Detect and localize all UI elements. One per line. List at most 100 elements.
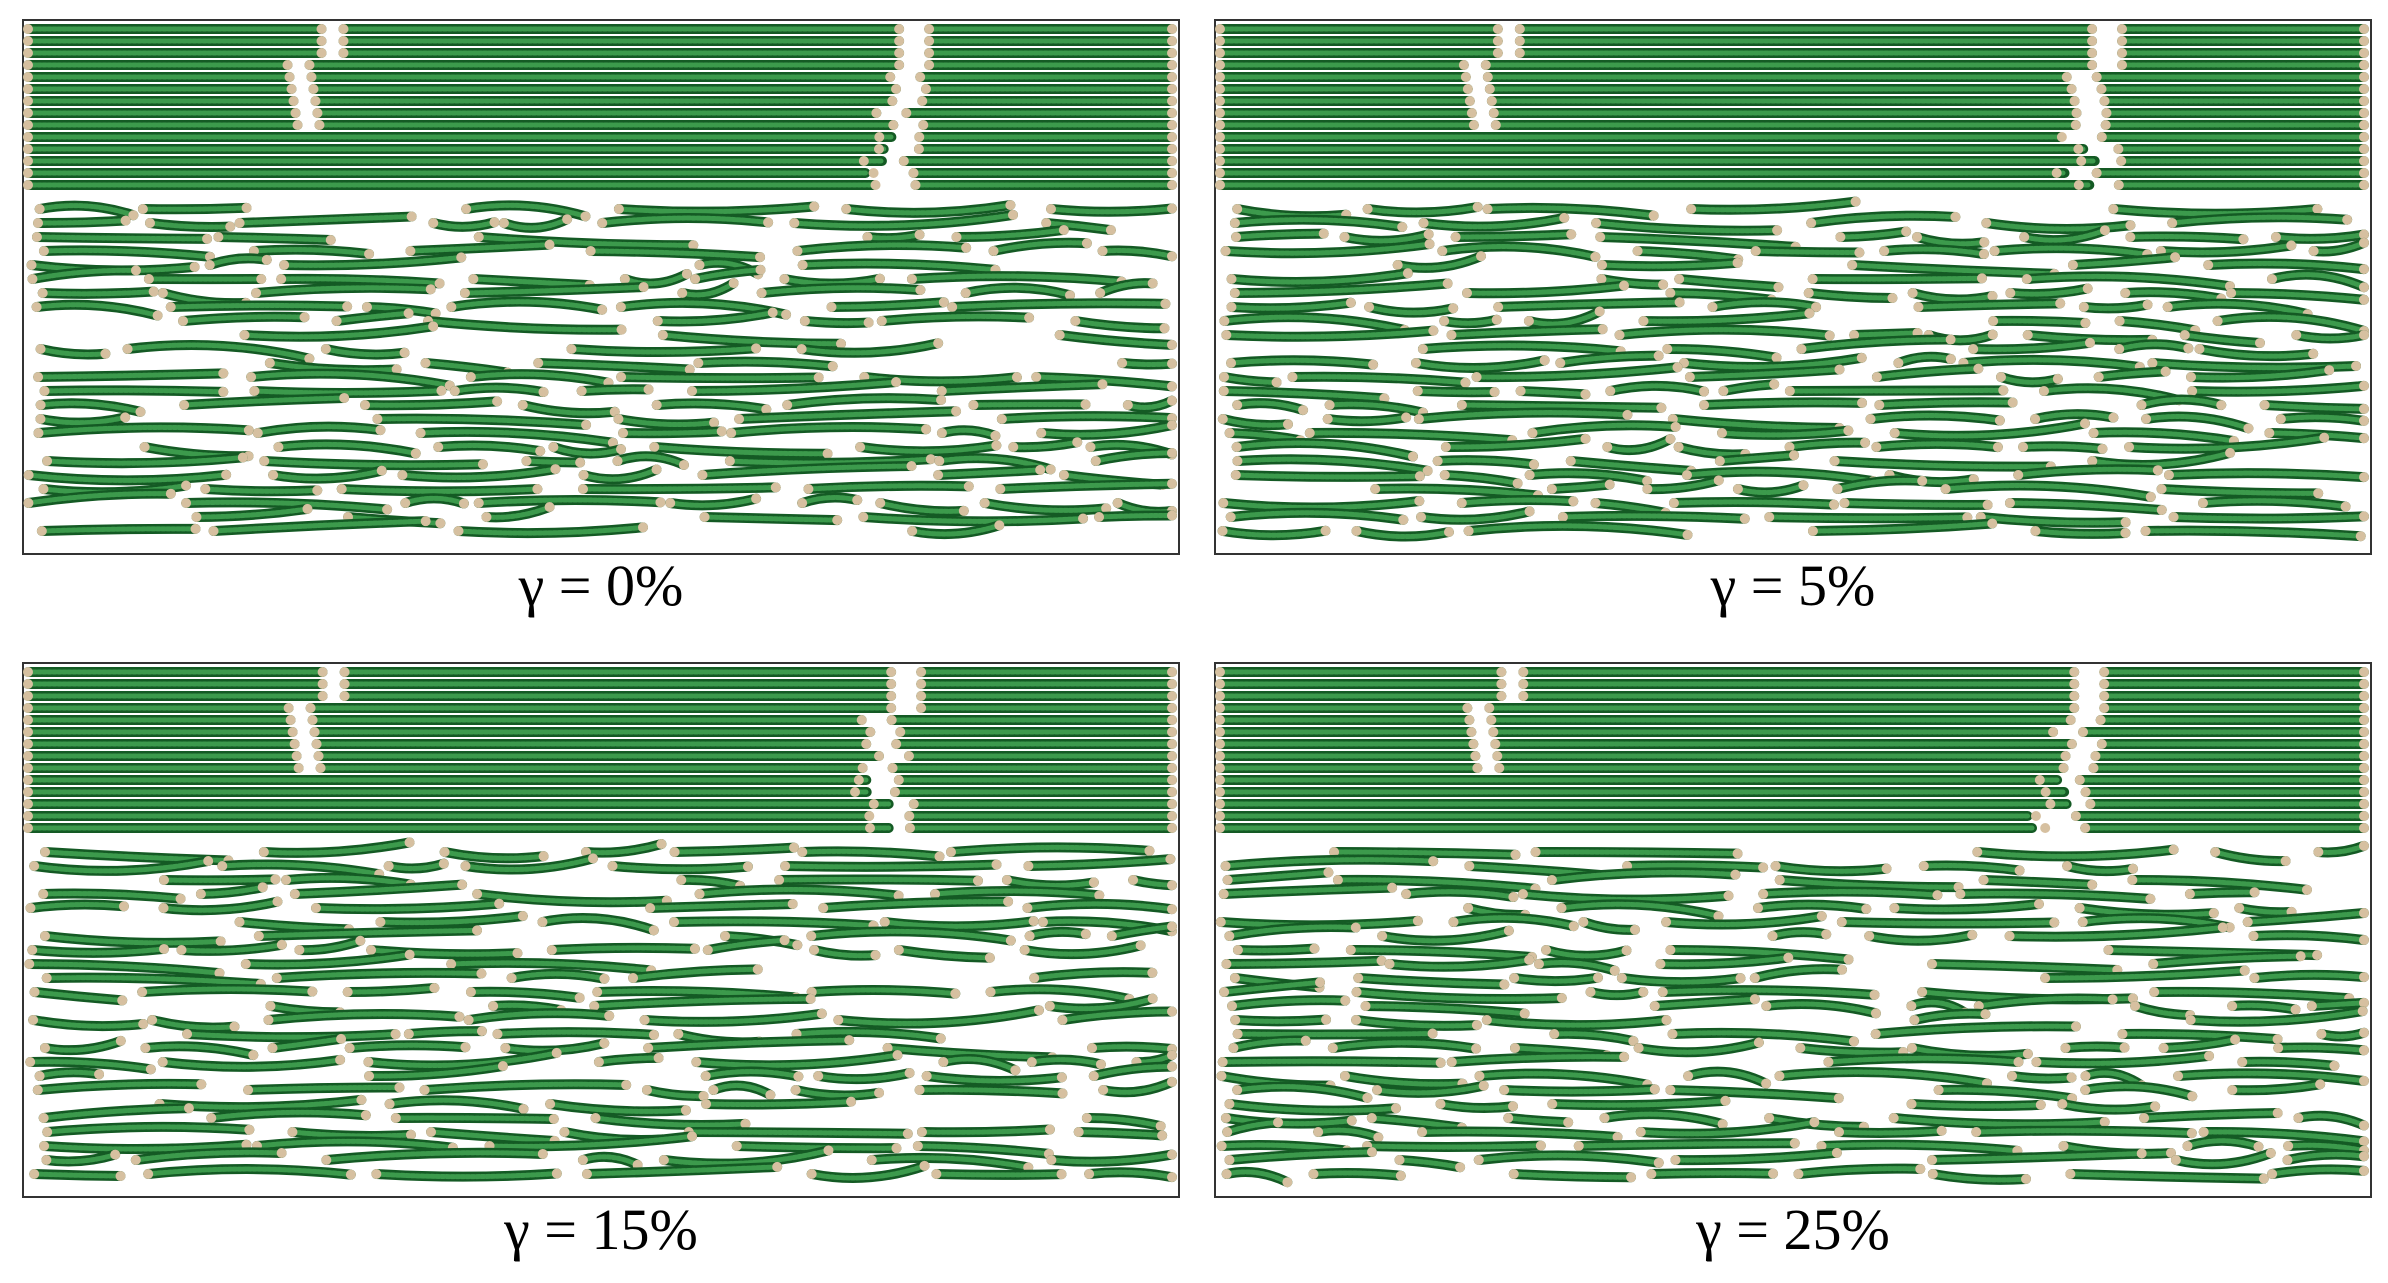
- chain-end: [1008, 442, 1019, 452]
- chain-end: [2076, 156, 2087, 166]
- chain-end: [1432, 456, 1443, 466]
- chain-end: [1568, 921, 1579, 932]
- chain-end: [1005, 935, 1016, 946]
- chain-end: [1036, 428, 1047, 438]
- chain-end: [2259, 400, 2270, 410]
- chain-end: [1165, 854, 1176, 865]
- chain-end: [1106, 931, 1117, 941]
- chain-end: [498, 218, 509, 228]
- polymer-chain-highlight: [208, 1109, 369, 1121]
- chain-end: [1003, 896, 1014, 907]
- chain-end: [1448, 303, 1459, 314]
- chain-end: [2216, 400, 2227, 411]
- chain-end: [218, 368, 229, 379]
- chain-end: [904, 751, 915, 761]
- polymer-chain-highlight: [31, 858, 211, 874]
- chain-end: [914, 1085, 925, 1095]
- chain-end: [461, 204, 472, 214]
- chain-end: [23, 108, 33, 118]
- polymer-chain-highlight: [647, 901, 796, 911]
- chain-end: [252, 428, 263, 438]
- polymer-chain-highlight: [1476, 1071, 1650, 1088]
- chain-end: [1492, 24, 1503, 34]
- polymer-chain-highlight: [374, 416, 589, 428]
- chain-end: [916, 679, 927, 689]
- chain-end: [893, 775, 904, 785]
- chain-end: [1982, 499, 1993, 510]
- chain-end: [23, 799, 33, 809]
- polymer-chain-highlight: [671, 918, 876, 929]
- chain-end: [1167, 751, 1177, 761]
- polymer-chain-highlight: [1990, 318, 2088, 326]
- chain-end: [1095, 1059, 1106, 1070]
- panel-border: [1214, 19, 2372, 555]
- chain-end: [1329, 847, 1340, 857]
- chain-end: [2359, 907, 2369, 918]
- chain-end: [1515, 386, 1526, 396]
- polymer-chain-highlight: [1086, 1169, 1175, 1180]
- chain-end: [2359, 403, 2369, 414]
- chain-end: [972, 875, 983, 886]
- chain-end: [1968, 344, 1979, 354]
- polymer-chain-highlight: [334, 310, 412, 324]
- chain-end: [403, 1029, 414, 1039]
- chain-end: [2060, 751, 2071, 761]
- chain-end: [336, 1033, 347, 1044]
- chain-end: [1282, 1177, 1293, 1188]
- polymer-chain-highlight: [289, 1129, 414, 1139]
- chain-end: [1090, 456, 1101, 466]
- chain-end: [1723, 890, 1734, 901]
- polymer-chain-highlight: [1089, 1044, 1175, 1052]
- chain-end: [1167, 1061, 1177, 1072]
- polymer-chain-highlight: [237, 214, 415, 226]
- chain-end: [400, 498, 411, 508]
- polymer-chain-highlight: [406, 1028, 485, 1037]
- chain-end: [1216, 1141, 1227, 1151]
- polymer-chain-highlight: [2309, 1000, 2367, 1009]
- chain-end: [2359, 811, 2369, 821]
- chain-end: [1771, 352, 1782, 363]
- chain-end: [2061, 72, 2072, 82]
- chain-end: [1167, 667, 1177, 677]
- chain-end: [2359, 72, 2369, 82]
- chain-end: [742, 861, 753, 872]
- polymer-chain-highlight: [1551, 1031, 1636, 1044]
- chain-end: [1546, 875, 1557, 885]
- chain-end: [1377, 931, 1388, 941]
- polymer-chain-highlight: [261, 839, 413, 856]
- polymer-chain-highlight: [535, 360, 693, 373]
- chain-end: [995, 484, 1006, 494]
- chain-end: [1439, 470, 1450, 480]
- polymer-chain-highlight: [253, 285, 434, 296]
- chain-end: [1568, 496, 1579, 507]
- chain-end: [1508, 1101, 1519, 1112]
- chain-end: [23, 60, 33, 70]
- chain-end: [767, 307, 778, 318]
- chain-end: [456, 252, 467, 263]
- chain-end: [1167, 144, 1177, 154]
- chain-end: [1499, 1085, 1510, 1095]
- chain-end: [901, 108, 912, 118]
- polymer-chain-highlight: [1059, 1009, 1175, 1023]
- chain-end: [1218, 498, 1229, 508]
- polymer-chain-highlight: [1891, 1115, 2108, 1127]
- chain-end: [874, 273, 885, 284]
- chain-end: [1455, 1162, 1466, 1173]
- chain-end: [312, 108, 323, 118]
- chain-end: [2359, 48, 2369, 58]
- chain-end: [809, 945, 820, 955]
- chain-end: [1427, 1028, 1438, 1039]
- chain-end: [1167, 381, 1177, 392]
- chain-end: [383, 861, 394, 871]
- chain-end: [1221, 330, 1232, 340]
- chain-end: [1546, 484, 1557, 494]
- polymer-chain-highlight: [1835, 477, 1925, 492]
- chain-end: [1563, 1117, 1574, 1128]
- chain-end: [1653, 350, 1664, 361]
- chain-end: [1739, 513, 1750, 524]
- polymer-chain-highlight: [1025, 856, 1173, 869]
- chain-end: [1167, 1172, 1177, 1183]
- chain-end: [1229, 288, 1240, 298]
- chain-end: [2113, 180, 2124, 190]
- chain-end: [1518, 679, 1529, 689]
